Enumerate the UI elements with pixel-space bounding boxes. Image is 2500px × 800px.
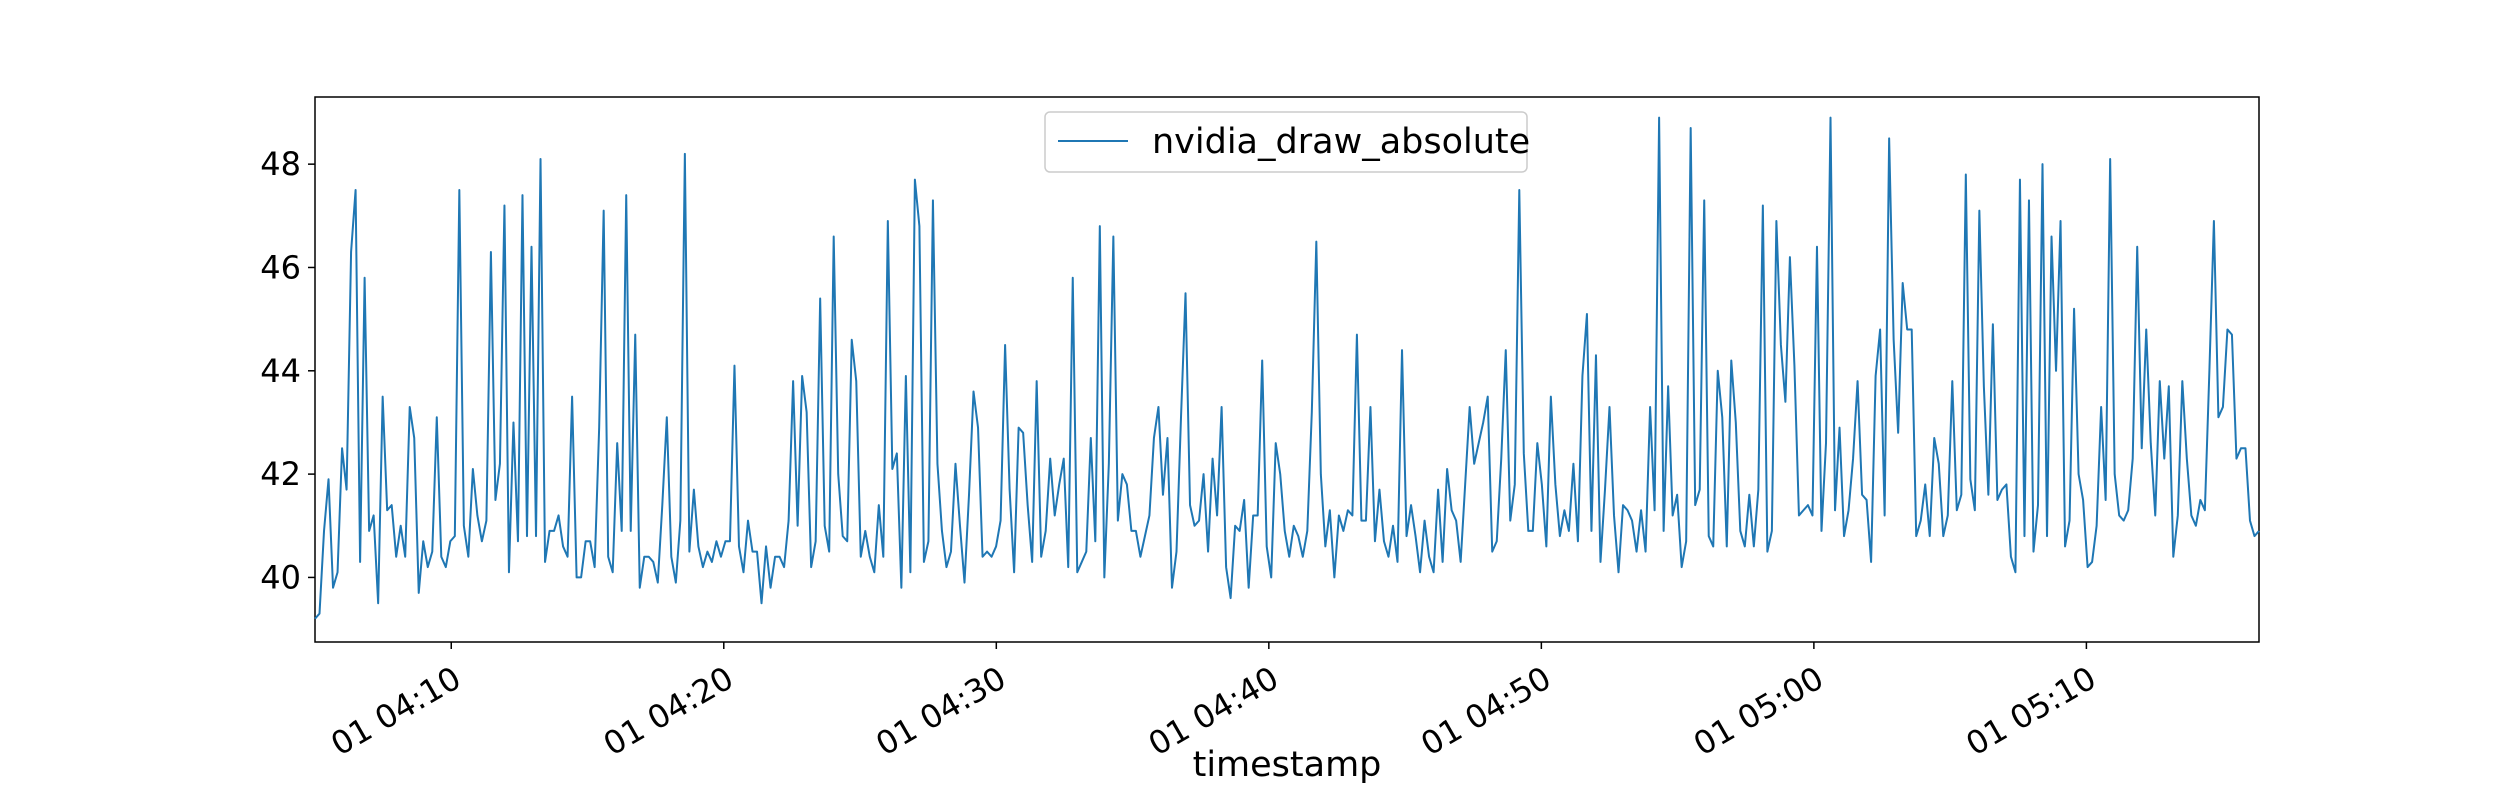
legend-box [1044,111,1528,173]
y-tick-label: 40 [260,558,301,596]
x-tick-label: 01 05:00 [1687,659,1830,763]
legend-label-nvidia-draw-absolute: nvidia_draw_absolute [1152,122,1530,162]
plot-area [314,96,2260,643]
legend: nvidia_draw_absolute [1044,111,1530,173]
y-tick-label: 44 [260,352,301,390]
x-tick-label: 01 05:10 [1959,659,2102,763]
y-axis: 40 42 44 46 48 [260,145,315,596]
y-tick-label: 46 [260,248,301,286]
x-tick-label: 01 04:50 [1414,659,1557,763]
x-tick-label: 01 04:30 [869,659,1012,763]
x-tick-label: 01 04:10 [324,659,467,763]
x-axis-title: timestamp [1193,745,1382,785]
y-tick-label: 48 [260,145,301,183]
series-line-nvidia-draw-absolute [314,116,2260,620]
x-tick-label: 01 04:20 [597,659,740,763]
y-tick-label: 42 [260,455,301,493]
axes-frame [314,96,2260,643]
